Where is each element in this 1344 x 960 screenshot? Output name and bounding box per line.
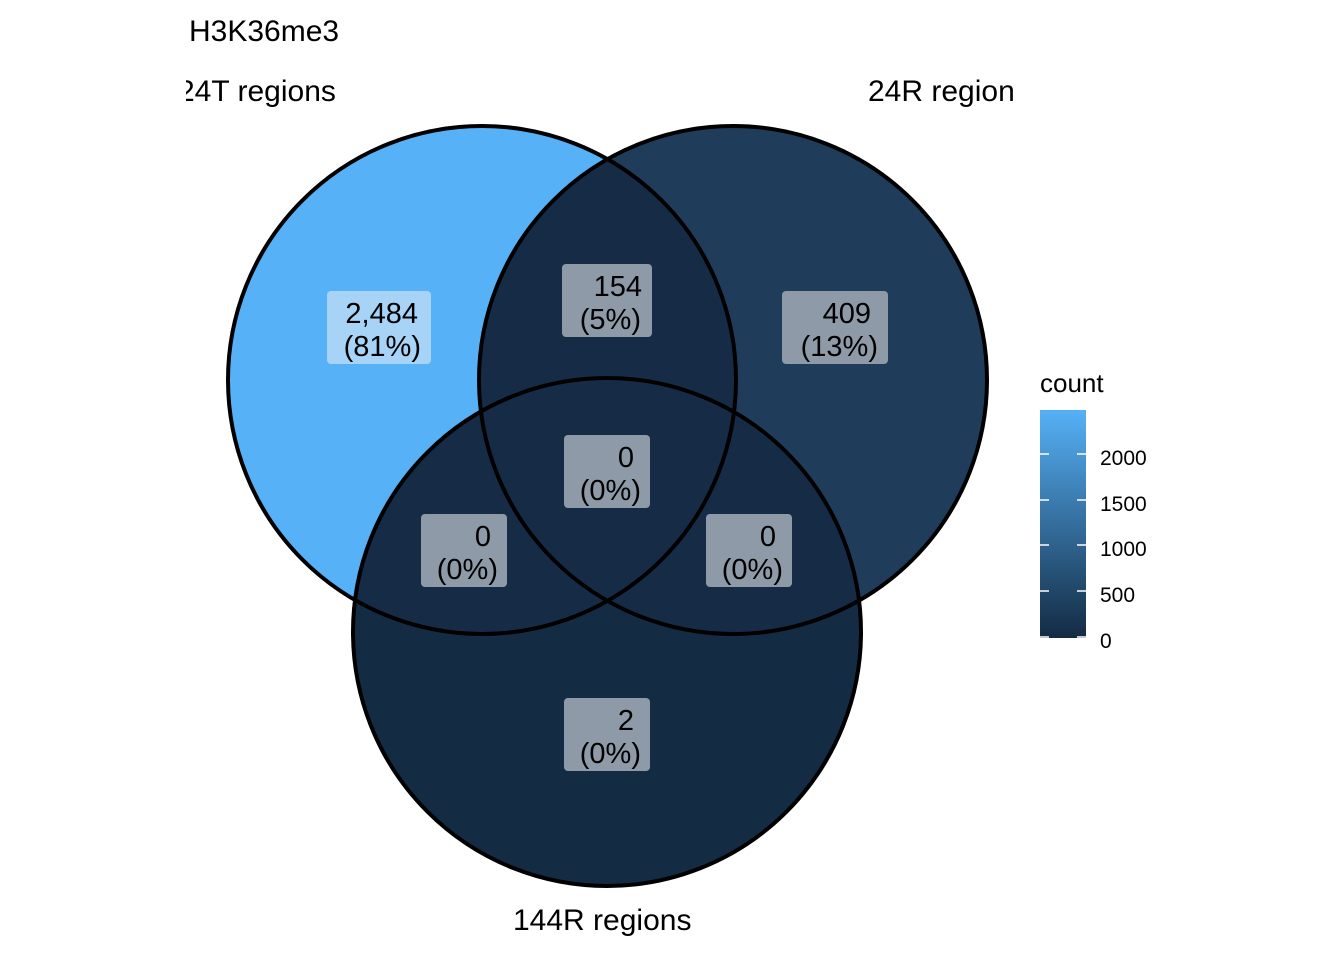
legend-tick-label: 1000 — [1100, 538, 1147, 561]
label-box — [564, 435, 650, 508]
region-count: 2 — [618, 705, 634, 737]
region-label-24T-144R: 0 (0%) — [421, 514, 507, 587]
set-24T-outline — [226, 124, 738, 636]
label-box — [421, 514, 507, 587]
region-count: 409 — [823, 298, 871, 330]
region-percent: (0%) — [580, 738, 641, 770]
region-count: 0 — [475, 521, 491, 553]
label-box — [782, 291, 888, 364]
legend-title: count — [1040, 368, 1104, 398]
set-outlines — [226, 124, 989, 888]
label-box — [327, 291, 431, 364]
set-24R-outline — [477, 124, 989, 636]
region-count: 2,484 — [345, 298, 418, 330]
region-label-24T-only: 2,484 (81%) — [327, 291, 431, 364]
region-percent: (0%) — [437, 554, 498, 586]
label-box — [564, 698, 650, 771]
region-percent: (81%) — [344, 331, 421, 363]
region-label-144R-only: 2 (0%) — [564, 698, 650, 771]
set-label-144R: 144R regions — [513, 904, 691, 937]
region-label-24R-144R: 0 (0%) — [706, 514, 792, 587]
diagram-title: H3K36me3 — [189, 15, 339, 48]
label-box — [562, 264, 652, 337]
region-label-24R-only: 409 (13%) — [782, 291, 888, 364]
count-legend: count 0 500 1000 1500 2000 — [1040, 368, 1147, 653]
region-percent: (0%) — [722, 554, 783, 586]
region-label-all-three: 0 (0%) — [564, 435, 650, 508]
legend-tick-label: 2000 — [1100, 447, 1147, 470]
legend-tick-label: 500 — [1100, 584, 1135, 607]
region-percent: (13%) — [801, 331, 878, 363]
label-box — [706, 514, 792, 587]
legend-colorbar — [1040, 410, 1086, 638]
legend-tick-marks — [1040, 453, 1086, 638]
region-count: 0 — [760, 521, 776, 553]
region-fills — [228, 126, 987, 886]
legend-tick-label: 0 — [1100, 630, 1112, 653]
region-percent: (0%) — [580, 475, 641, 507]
region-count: 154 — [594, 271, 642, 303]
region-count: 0 — [618, 442, 634, 474]
set-144R-outline — [351, 376, 863, 888]
region-label-24T-24R: 154 (5%) — [562, 264, 652, 337]
region-percent: (5%) — [580, 304, 641, 336]
set-label-24T: 24T regions — [178, 75, 336, 108]
set-label-24R: 24R region — [868, 75, 1015, 108]
legend-tick-label: 1500 — [1100, 493, 1147, 516]
